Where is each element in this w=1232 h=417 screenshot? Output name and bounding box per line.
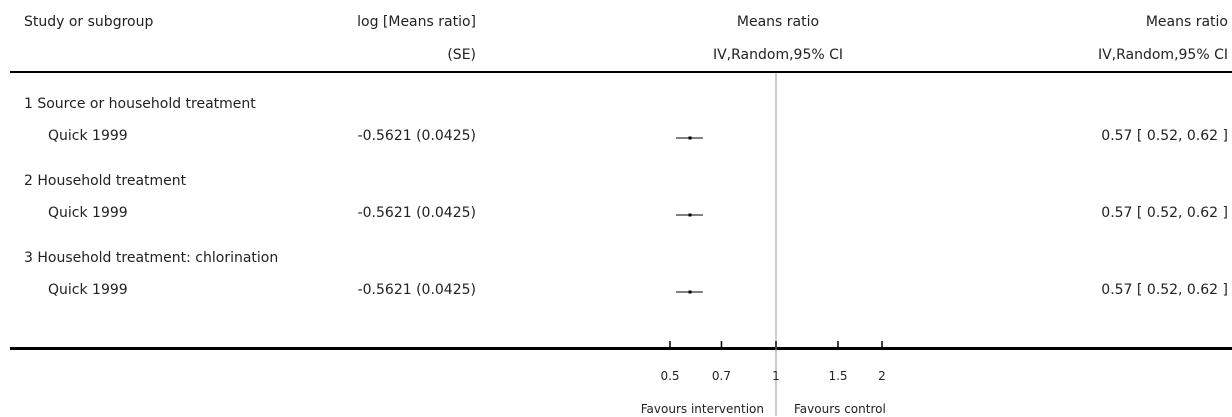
favours-intervention-label: Favours intervention [640, 402, 764, 416]
header-rule [10, 71, 1232, 73]
study-1-point-estimate [688, 136, 692, 140]
subgroup-3-label: 3 Household treatment: chlorination [24, 250, 279, 266]
subgroup-2-label: 2 Household treatment [24, 173, 187, 189]
favours-control-label: Favours control [794, 402, 886, 416]
header-plot-means-ratio: Means ratio [736, 14, 820, 30]
study-3-point-estimate [688, 290, 692, 294]
study-1-name: Quick 1999 [48, 128, 128, 144]
header-estimate-means-ratio: Means ratio [1145, 14, 1228, 30]
axis-tick-label-2: 0.7 [712, 369, 731, 383]
study-2-log-se: -0.5621 (0.0425) [357, 205, 476, 221]
header-study-or-subgroup: Study or subgroup [24, 14, 154, 30]
axis-tick-label-1: 0.5 [660, 369, 679, 383]
study-2-name: Quick 1999 [48, 205, 128, 221]
study-2-estimate-ci: 0.57 [ 0.52, 0.62 ] [1101, 205, 1228, 221]
header-log-se: (SE) [447, 47, 476, 63]
study-2-point-estimate [688, 213, 692, 217]
study-3-estimate-ci: 0.57 [ 0.52, 0.62 ] [1101, 282, 1228, 298]
study-1-estimate-ci: 0.57 [ 0.52, 0.62 ] [1101, 128, 1228, 144]
study-3-name: Quick 1999 [48, 282, 128, 298]
header-estimate-method: IV,Random,95% CI [1097, 47, 1228, 63]
study-3-log-se: -0.5621 (0.0425) [357, 282, 476, 298]
header-log-means-ratio: log [Means ratio] [357, 14, 476, 30]
bottom-rule [10, 347, 1232, 350]
axis-tick-label-3: 1 [772, 369, 780, 383]
study-1-log-se: -0.5621 (0.0425) [357, 128, 476, 144]
header-plot-method: IV,Random,95% CI [712, 47, 844, 63]
axis-tick-label-4: 1.5 [828, 369, 847, 383]
axis-tick-label-5: 2 [878, 369, 886, 383]
subgroup-1-label: 1 Source or household treatment [24, 96, 256, 112]
